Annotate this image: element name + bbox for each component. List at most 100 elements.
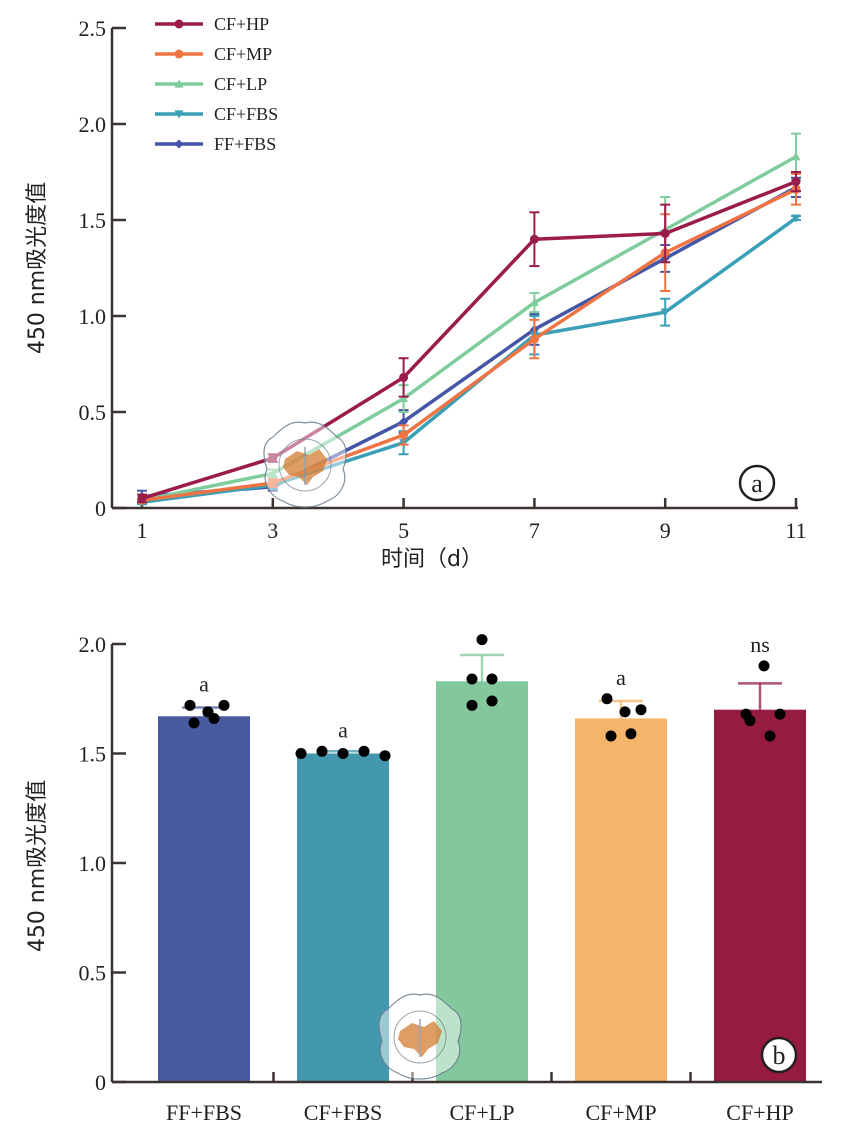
- legend-label: FF+FBS: [214, 134, 276, 154]
- series-cf-lp: [137, 132, 801, 504]
- data-point: [399, 394, 409, 403]
- bar-cf-mp: [575, 718, 667, 1082]
- series-line: [141, 179, 797, 501]
- bars-b: [158, 681, 806, 1082]
- watermark-seal-icon: [378, 993, 462, 1080]
- points-b: a a a ns: [182, 632, 786, 762]
- data-point: [476, 634, 488, 646]
- bar-cf-hp: [714, 709, 806, 1082]
- ticks-a: 0 0.5 1.0 1.5 2.0 2.5 1 3 5 7 9 11: [79, 16, 807, 543]
- legend-item: FF+FBS: [155, 134, 276, 154]
- y-tick-label-a: 1.5: [79, 208, 107, 233]
- data-point: [268, 478, 278, 488]
- data-point: [744, 715, 756, 727]
- data-point: [791, 177, 801, 187]
- data-point: [486, 695, 498, 707]
- x-tick-label-a: 5: [398, 518, 409, 543]
- seal-ring: [278, 438, 332, 492]
- y-tick-label-a: 0: [95, 496, 106, 521]
- data-point: [605, 730, 617, 742]
- panel-marker-circle-a: [738, 464, 776, 502]
- series-line: [141, 185, 797, 499]
- legend-label: CF+MP: [214, 44, 272, 64]
- data-point: [358, 745, 370, 757]
- x-tick-label-a: 3: [267, 518, 278, 543]
- legend-label: CF+LP: [214, 74, 267, 94]
- data-point: [379, 750, 391, 762]
- bar-cf-lp: [436, 681, 528, 1082]
- data-point: [791, 214, 801, 223]
- data-point: [529, 298, 539, 307]
- data-point: [774, 708, 786, 720]
- legend-label: CF+HP: [214, 14, 269, 34]
- panel-marker-b: b: [760, 1036, 798, 1074]
- y-tick-label-a: 0.5: [79, 400, 107, 425]
- x-tick-label-b: FF+FBS: [166, 1100, 242, 1125]
- data-point: [208, 712, 220, 724]
- x-tick-label-b: CF+MP: [585, 1100, 656, 1125]
- series-a: [137, 132, 801, 507]
- y-tick-label-b: 0.5: [79, 961, 107, 986]
- data-point: [188, 717, 200, 729]
- series-ff-fbs: [137, 176, 801, 504]
- ticks-b: FF+FBS CF+FBS CF+LP CF+MP CF+HP 0 0.5 1.0 1.5 2.0: [79, 632, 794, 1125]
- data-point: [137, 493, 147, 503]
- data-point: [295, 748, 307, 759]
- panel-marker-a: a: [738, 464, 776, 502]
- data-point: [601, 693, 613, 705]
- axes-a: [110, 28, 798, 510]
- legend-item: CF+LP: [155, 74, 267, 94]
- bar-ff-fbs: [158, 716, 250, 1082]
- data-point: [660, 308, 670, 317]
- data-point: [268, 468, 278, 478]
- significance-label: a: [616, 665, 626, 690]
- y-axis-title-a: 450 nm吸光度值: [25, 182, 50, 354]
- panel-marker-circle-b: [760, 1036, 798, 1074]
- legend-item: CF+HP: [155, 14, 269, 34]
- y-tick-label-b: 0: [95, 1070, 106, 1095]
- series-line: [141, 155, 797, 503]
- panel-marker-letter-a: a: [751, 469, 763, 498]
- y-tick-label-b: 1.5: [79, 742, 107, 767]
- series-line: [141, 187, 797, 503]
- bar-cf-fbs: [297, 753, 389, 1082]
- watermark-seal-icon: [263, 421, 347, 508]
- panel-marker-letter-b: b: [773, 1041, 786, 1070]
- data-point: [466, 699, 478, 711]
- legend-label: CF+FBS: [214, 104, 278, 124]
- y-tick-label-a: 2.5: [79, 16, 107, 41]
- legend-item: CF+MP: [155, 44, 272, 64]
- data-point: [619, 706, 631, 718]
- data-point: [758, 660, 770, 672]
- legend-marker: [174, 110, 184, 119]
- legend-marker: [174, 79, 184, 88]
- significance-label: a: [199, 671, 209, 696]
- x-tick-label-a: 1: [137, 518, 148, 543]
- data-point: [791, 152, 801, 161]
- data-point: [764, 730, 776, 742]
- y-tick-label-a: 2.0: [79, 112, 107, 137]
- data-point: [399, 430, 409, 440]
- data-point: [399, 372, 409, 382]
- data-point: [337, 748, 349, 759]
- data-point: [184, 699, 196, 711]
- y-tick-label-b: 2.0: [79, 632, 107, 657]
- significance-label: a: [338, 717, 348, 742]
- series-cf-fbs: [137, 214, 801, 507]
- y-axis-title-b: 450 nm吸光度值: [25, 780, 50, 952]
- line-chart-panel-a: 450 nm吸光度值 时间（d） 0 0.5 1.0 1.5 2.0 2.5 1 3 5 7 9 11…: [25, 14, 807, 572]
- data-point: [660, 228, 670, 238]
- bar-chart-panel-b: 450 nm吸光度值 FF+FBS CF+FBS CF+LP CF+MP CF+HP 0 0…: [25, 632, 822, 1125]
- x-tick-label-a: 9: [660, 518, 671, 543]
- series-line: [141, 216, 798, 504]
- x-tick-label-a: 11: [785, 518, 806, 543]
- data-point: [466, 673, 478, 685]
- significance-label: ns: [750, 632, 770, 657]
- data-point: [529, 234, 539, 244]
- x-axis-title-a: 时间（d）: [381, 547, 483, 572]
- legend-marker: [174, 19, 184, 29]
- data-point: [218, 699, 230, 711]
- seal-ring: [393, 1010, 447, 1064]
- legend-marker: [174, 49, 184, 59]
